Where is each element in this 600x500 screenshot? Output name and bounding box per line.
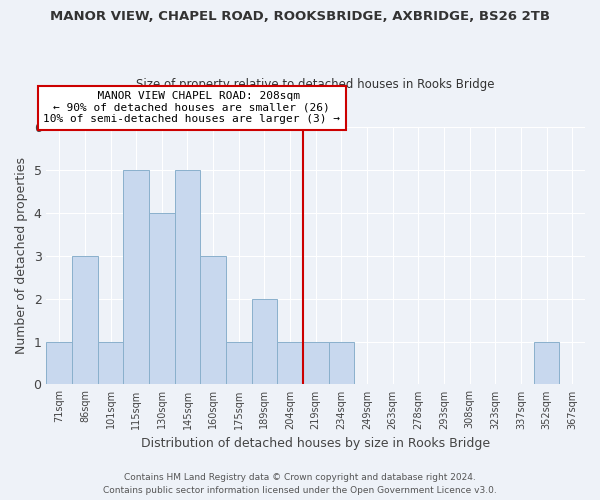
Bar (329, 342, 354, 384)
Bar (124, 170, 149, 384)
Text: MANOR VIEW CHAPEL ROAD: 208sqm
← 90% of detached houses are smaller (26)
10% of : MANOR VIEW CHAPEL ROAD: 208sqm ← 90% of … (43, 91, 340, 124)
Bar (175, 170, 200, 384)
Y-axis label: Number of detached properties: Number of detached properties (15, 157, 28, 354)
Bar (72, 256, 98, 384)
Bar (98, 342, 124, 384)
Bar (534, 342, 559, 384)
Bar (149, 212, 175, 384)
Bar (200, 256, 226, 384)
Bar (303, 342, 329, 384)
Bar (46, 342, 72, 384)
Title: Size of property relative to detached houses in Rooks Bridge: Size of property relative to detached ho… (136, 78, 495, 91)
Text: Contains HM Land Registry data © Crown copyright and database right 2024.
Contai: Contains HM Land Registry data © Crown c… (103, 474, 497, 495)
Bar (226, 342, 251, 384)
Text: MANOR VIEW, CHAPEL ROAD, ROOKSBRIDGE, AXBRIDGE, BS26 2TB: MANOR VIEW, CHAPEL ROAD, ROOKSBRIDGE, AX… (50, 10, 550, 23)
Bar (251, 298, 277, 384)
X-axis label: Distribution of detached houses by size in Rooks Bridge: Distribution of detached houses by size … (141, 437, 490, 450)
Bar (277, 342, 303, 384)
